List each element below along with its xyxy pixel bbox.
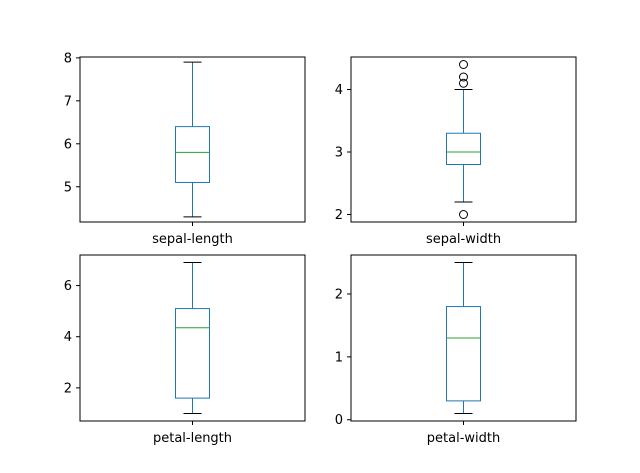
- iqr-box: [175, 308, 210, 399]
- outlier-point: [459, 210, 468, 219]
- y-tick-label: 5: [64, 180, 72, 195]
- y-tick-label: 4: [335, 83, 343, 98]
- outlier-point: [459, 60, 468, 69]
- category-label: sepal-width: [426, 232, 501, 247]
- iqr-box: [446, 132, 481, 165]
- y-tick-label: 2: [335, 287, 343, 302]
- category-label: petal-width: [427, 431, 500, 446]
- category-label: petal-length: [153, 431, 232, 446]
- subplot-sepal-width: 2 3 4 sepal-width: [335, 56, 577, 247]
- y-tick-label: 6: [64, 137, 72, 152]
- y-tick-label: 3: [335, 146, 343, 161]
- y-tick-label: 2: [335, 208, 343, 223]
- y-tick-label: 1: [335, 350, 343, 365]
- y-tick-label: 6: [64, 279, 72, 294]
- y-tick-label: 0: [335, 413, 343, 428]
- iqr-box: [446, 306, 481, 402]
- subplot-petal-width: 0 1 2 petal-width: [335, 254, 577, 446]
- subplot-sepal-length: 5 6 7 8 sepal-length: [64, 51, 306, 247]
- outlier-point: [459, 78, 468, 88]
- y-tick-label: 4: [64, 330, 72, 345]
- subplot-petal-length: 2 4 6 petal-length: [64, 254, 306, 446]
- y-tick-label: 8: [64, 51, 72, 66]
- category-label: sepal-length: [152, 232, 233, 247]
- y-tick-label: 7: [64, 94, 72, 109]
- outlier-point: [459, 72, 468, 82]
- iqr-box: [175, 126, 210, 183]
- y-tick-label: 2: [64, 381, 72, 396]
